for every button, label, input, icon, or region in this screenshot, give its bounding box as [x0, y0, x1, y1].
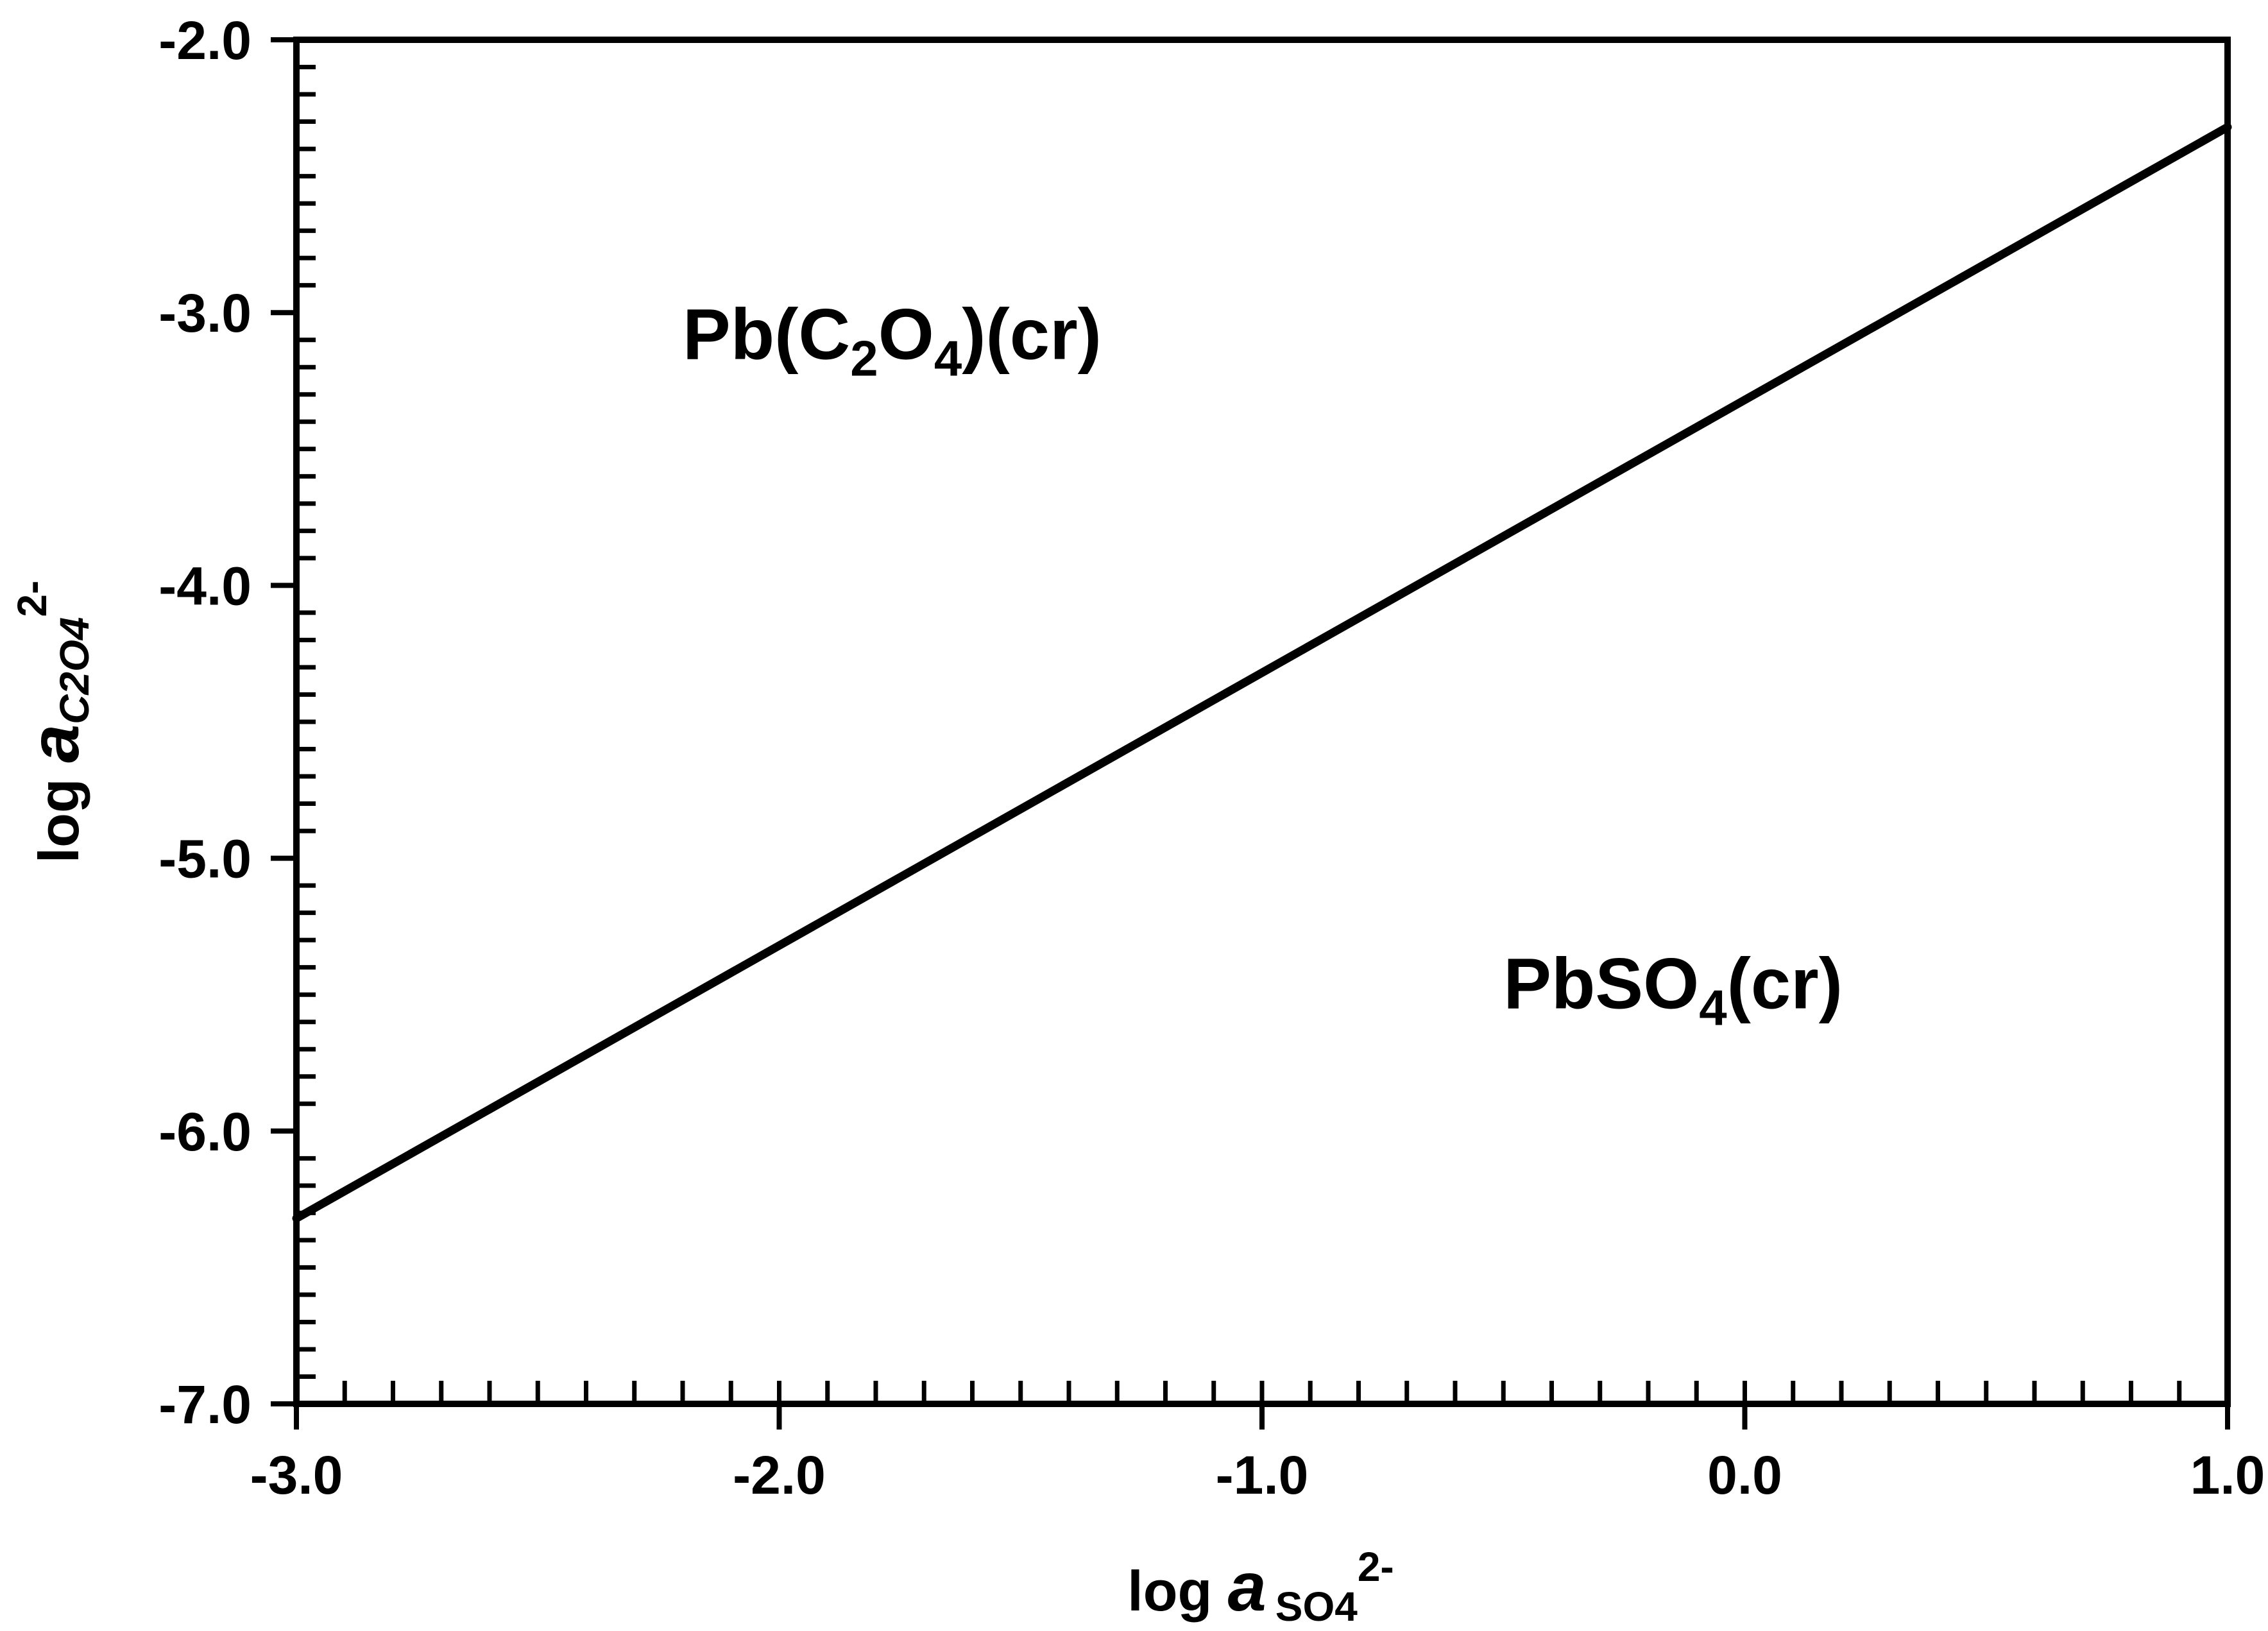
region-label-part: PbSO	[1503, 943, 1699, 1023]
y-tick-label: -6.0	[158, 1102, 252, 1162]
series-layer	[292, 123, 2232, 1223]
x-tick-label: 1.0	[2190, 1445, 2265, 1505]
x-tick-label: -2.0	[733, 1445, 826, 1505]
minor-ticks	[296, 65, 2182, 1404]
region-label-part: O	[878, 294, 934, 374]
plot-frame	[293, 37, 2231, 1407]
y-tick-label: -3.0	[158, 283, 252, 343]
x-tick-label: -3.0	[250, 1445, 343, 1505]
region-label-part: 2	[850, 330, 878, 386]
x-axis-title: log a SO42-	[1127, 1544, 1394, 1630]
region-label-part: 4	[934, 330, 962, 386]
x-tick-label: 0.0	[1707, 1445, 1782, 1505]
y-axis-title-sup: 2-	[9, 581, 55, 617]
region-label-part: )(cr)	[962, 294, 1102, 374]
region-label-part: (cr)	[1727, 943, 1843, 1023]
region-label-oxalate: Pb(C2O4)(cr)	[683, 294, 1102, 386]
region-label-part: Pb(C	[683, 294, 850, 374]
y-tick-label: -7.0	[158, 1374, 252, 1435]
x-tick-label: -1.0	[1216, 1445, 1309, 1505]
series-line	[292, 123, 2232, 1223]
x-axis-title-var: a	[1228, 1548, 1266, 1625]
y-tick-label: -2.0	[158, 10, 252, 71]
y-tick-label: -5.0	[158, 829, 252, 889]
y-tick-label: -4.0	[158, 556, 252, 616]
y-axis-title-sub: C2O4	[51, 617, 98, 724]
x-axis-title-sup: 2-	[1358, 1544, 1394, 1590]
x-axis-title-sub: SO4	[1275, 1584, 1358, 1630]
y-axis-title-prefix: log	[27, 763, 90, 863]
x-tick-labels: -3.0 -2.0 -1.0 0.0 1.0	[250, 1445, 2265, 1505]
region-label-sulfate: PbSO4(cr)	[1503, 943, 1843, 1036]
annotation-layer: Pb(C2O4)(cr)PbSO4(cr)	[683, 294, 1843, 1036]
y-tick-labels: -2.0 -3.0 -4.0 -5.0 -6.0 -7.0	[158, 10, 252, 1435]
y-axis-title: log aC2O42-	[9, 581, 98, 864]
y-axis-title-var: a	[15, 724, 93, 763]
x-axis-title-prefix: log	[1127, 1559, 1227, 1623]
region-label-part: 4	[1699, 979, 1727, 1036]
major-ticks	[271, 37, 2230, 1430]
